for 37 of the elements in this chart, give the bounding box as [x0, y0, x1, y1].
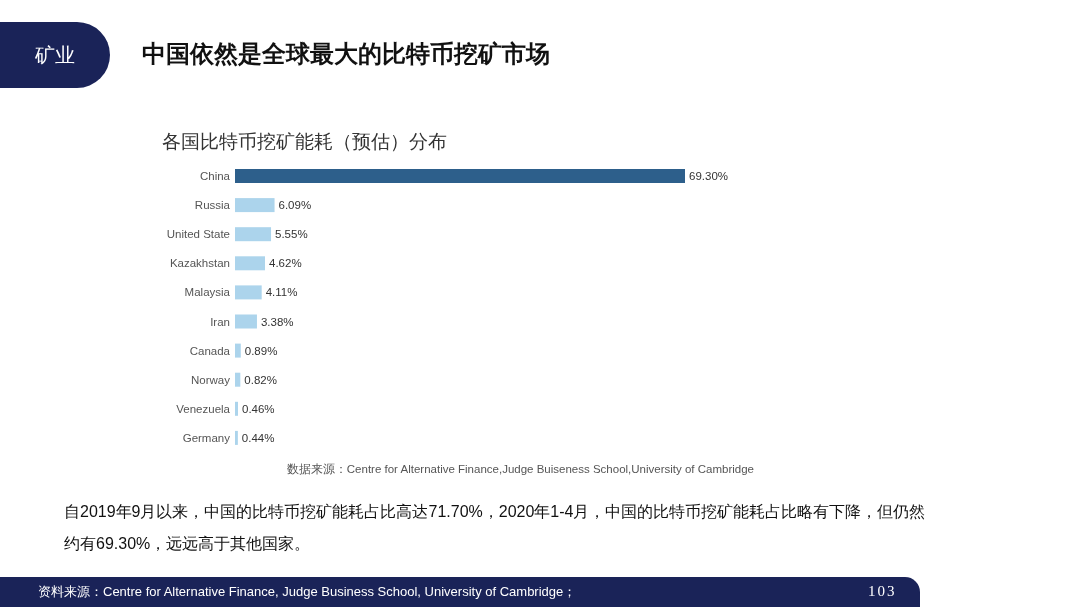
data-label: 0.44% [241, 431, 275, 444]
text: 自2019年9月以来，中国的比特币挖矿能耗占比高达71.70%，2020年1-4月，中国的比特币挖矿能耗占比略有下降，但仍然约有69.30%，远远高于其他国家。 [64, 502, 927, 554]
y-tick-label: Canada [189, 344, 231, 357]
y-tick-label: China [199, 170, 231, 182]
bar [235, 256, 265, 271]
bar [235, 169, 685, 183]
data-label: 3.38% [260, 315, 294, 328]
y-tick-label: Malaysia [184, 286, 231, 299]
y-tick-label: Russia [194, 199, 231, 212]
annotation: 矿业 [0, 22, 110, 88]
chart-subtitle: 各国比特币挖矿能耗（预估）分布 [162, 131, 447, 152]
bar [235, 227, 272, 242]
y-tick-label: Venezuela [176, 402, 231, 415]
data-label: 4.62% [269, 257, 302, 270]
bar [235, 372, 241, 387]
text: 资料来源：Centre for Alternative Finance, Judge Business School, University of Cambridge； [38, 583, 577, 601]
data-label: 69.30% [689, 170, 729, 182]
source-note: 数据来源：Centre for Alternative Finance,Judge Buiseness School,University of Cambridge [286, 463, 754, 475]
bar [235, 401, 238, 416]
data-label: 6.09% [278, 199, 312, 212]
bar [235, 430, 238, 445]
y-tick-label: Iran [210, 315, 230, 328]
data-label: 0.82% [244, 373, 277, 386]
bar [235, 285, 262, 300]
bar [235, 343, 241, 358]
data-label: 4.11% [265, 286, 298, 299]
bar [235, 314, 257, 329]
chart-title: 中国依然是全球最大的比特币挖矿市场 [142, 39, 550, 69]
y-tick-label: Kazakhstan [169, 257, 230, 270]
bar [235, 198, 275, 213]
y-tick-label: Germany [182, 431, 231, 444]
data-label: 0.89% [244, 344, 278, 357]
data-label: 5.55% [275, 228, 308, 241]
data-label: 0.46% [241, 402, 275, 415]
text: 103 [868, 583, 897, 600]
y-tick-label: United State [166, 228, 230, 241]
y-tick-label: Norway [191, 373, 231, 386]
